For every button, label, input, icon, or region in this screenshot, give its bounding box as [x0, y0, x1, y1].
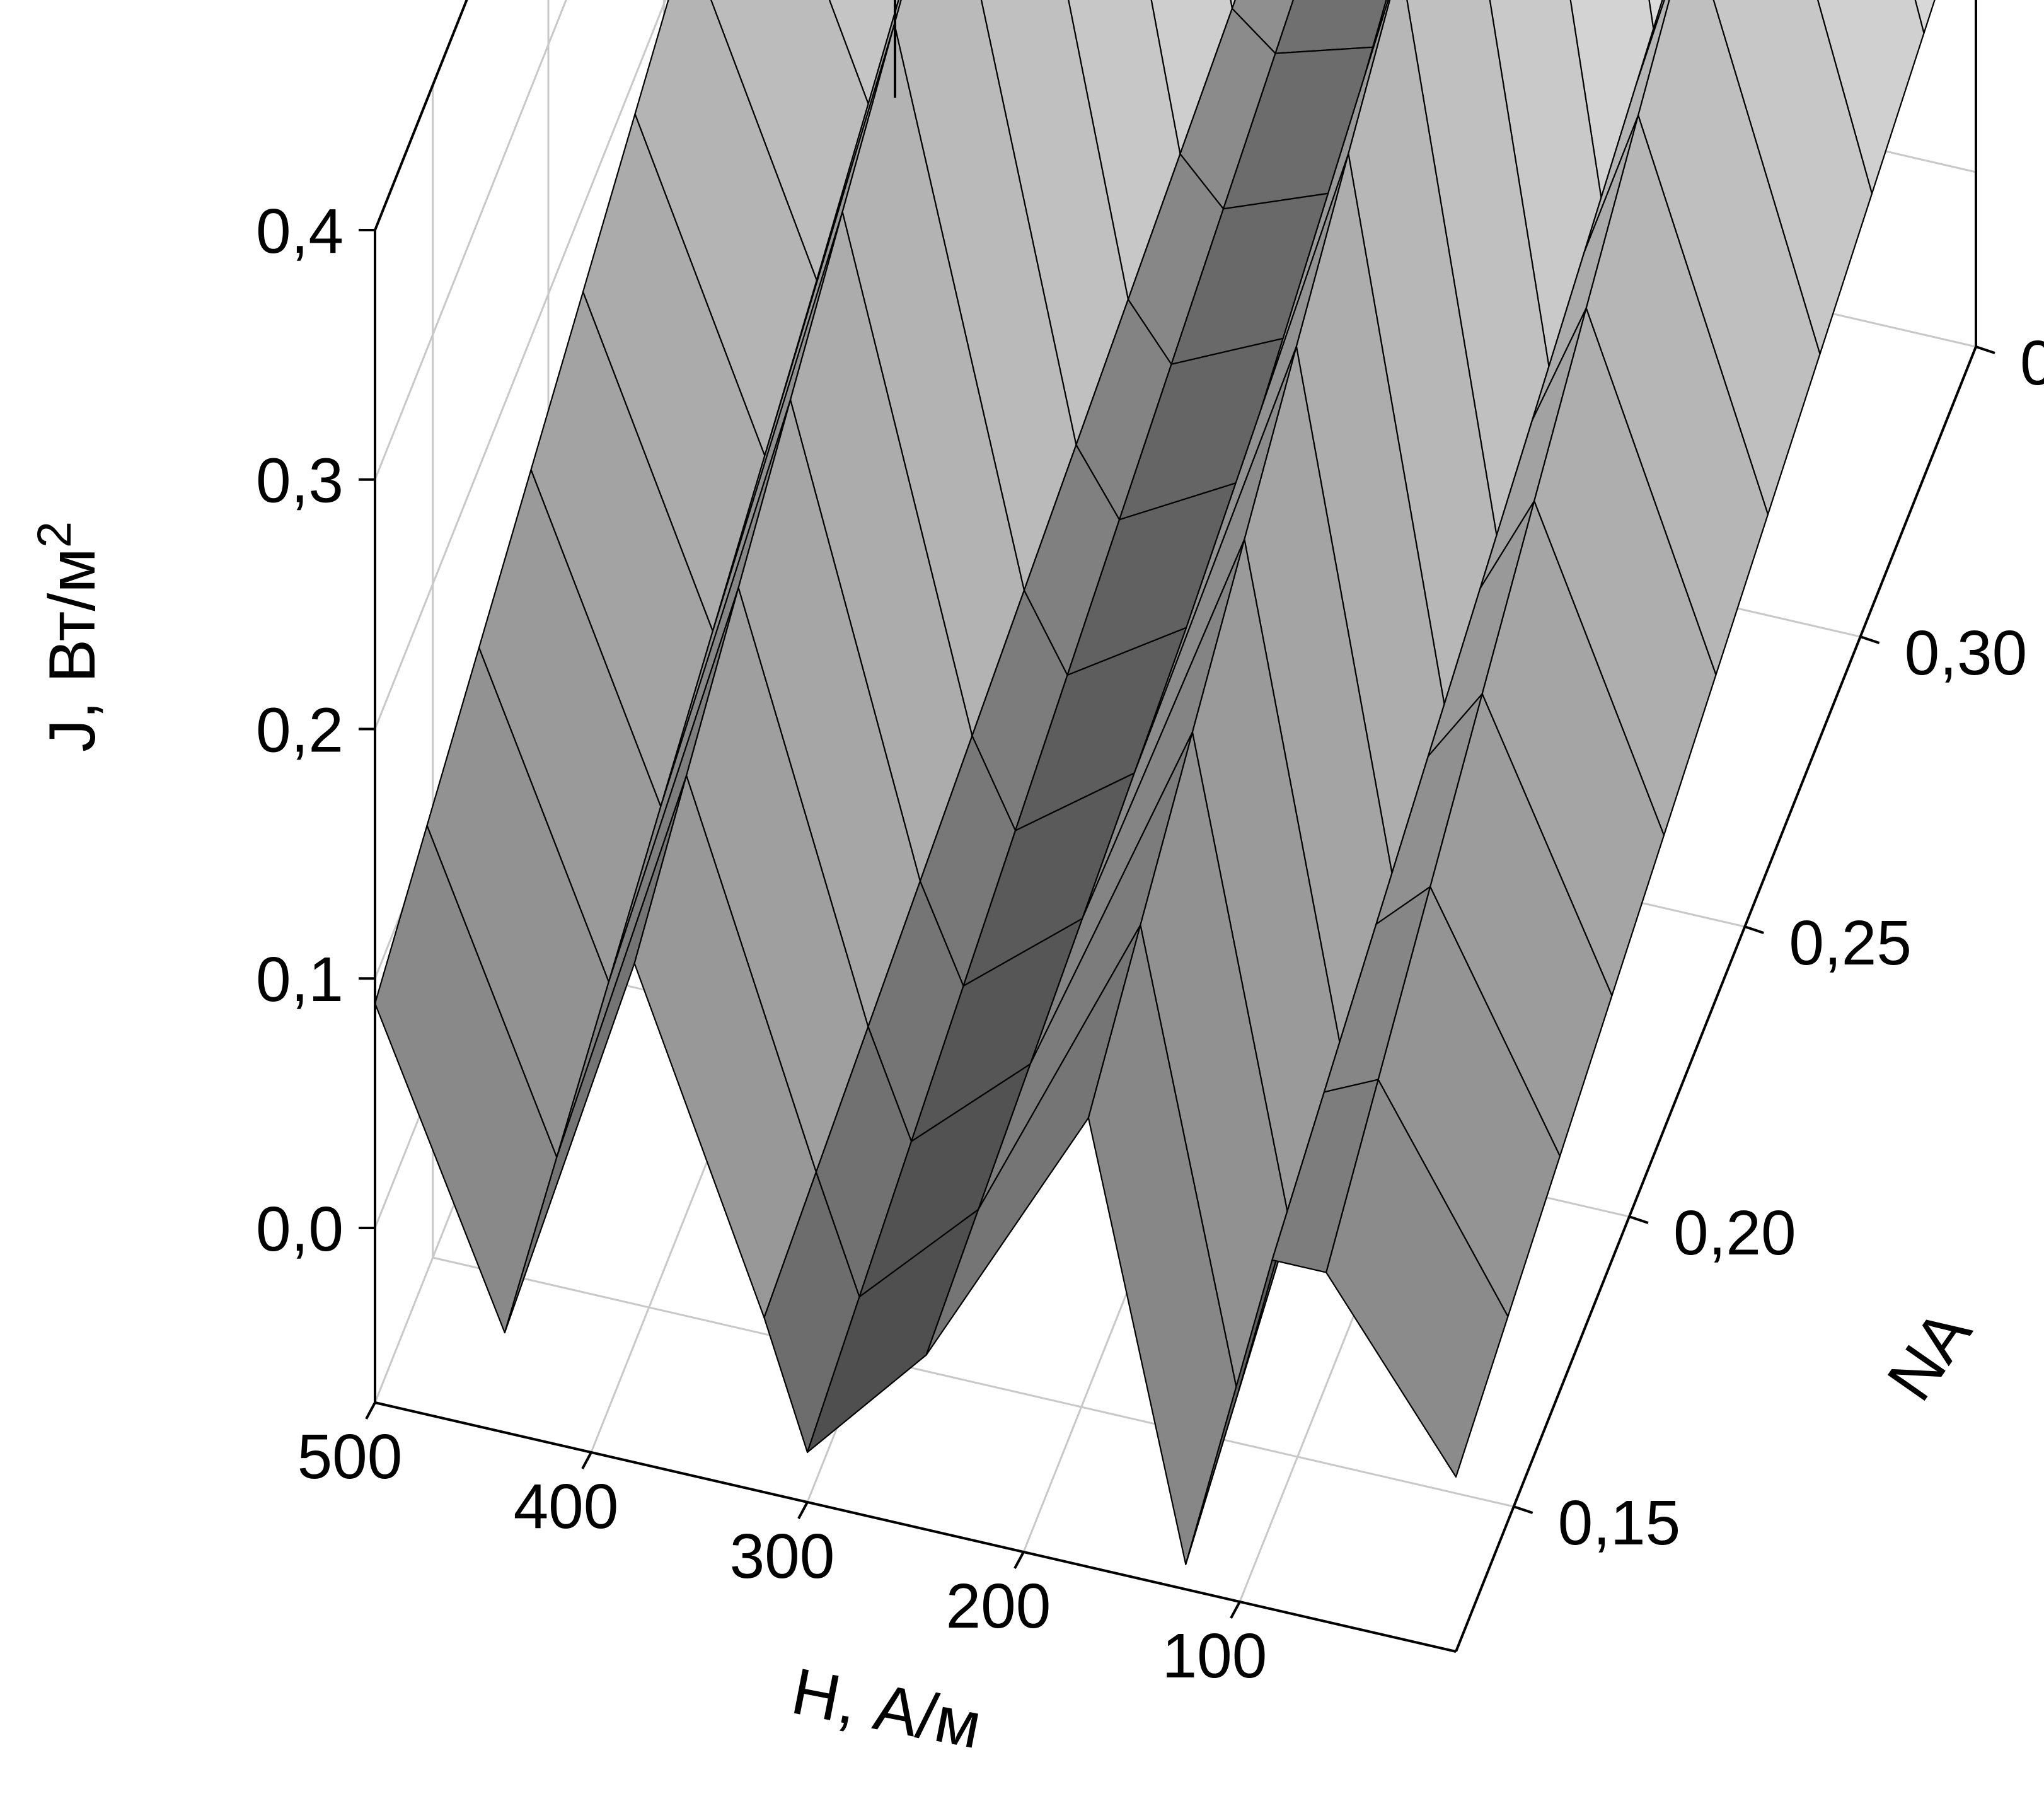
x-tick-label: 100	[1162, 1621, 1267, 1691]
y-tick-label: 0,25	[1789, 908, 1912, 978]
y-tick-label: 0,20	[1673, 1198, 1796, 1268]
surface-facet	[1914, 0, 1936, 34]
x-axis-line	[374, 1401, 1457, 1653]
z-axis-title-sup: 2	[28, 521, 81, 548]
x-tick	[365, 1402, 376, 1420]
axis-layer: 0,0 0,1 0,2 0,3 0,4 100 200 300 400 500 0,15 0,20 0,…	[256, 0, 2044, 1691]
y-tick	[1629, 1215, 1649, 1224]
surface-facet	[1816, 0, 1925, 195]
x-tick-label: 300	[730, 1521, 835, 1592]
y-tick-label: 0,15	[1558, 1488, 1681, 1558]
x-tick	[1013, 1551, 1025, 1569]
surface-facet	[828, 0, 901, 106]
y-tick	[1860, 635, 1880, 644]
y-tick	[1744, 925, 1764, 934]
x-tick-label: 400	[514, 1471, 619, 1542]
x-tick	[797, 1502, 809, 1519]
x-tick	[581, 1452, 592, 1469]
z-axis-title-main: J, Вт/м	[36, 548, 109, 752]
y-tick	[1513, 1505, 1533, 1514]
z-tick-label: 0,4	[256, 196, 344, 267]
z-tick-label: 0,1	[256, 944, 344, 1015]
z-gridline	[374, 0, 667, 730]
x-tick-label: 500	[297, 1421, 403, 1492]
y-gridline	[432, 1256, 1515, 1508]
z-axis-title: J, Вт/м2	[28, 521, 109, 752]
y-axis-title: NA	[1873, 1297, 1985, 1413]
z-tick-label: 0,2	[256, 695, 344, 765]
y-axis-line	[1455, 346, 1977, 1652]
box-edge	[374, 0, 468, 231]
surface-layer	[374, 0, 1936, 1565]
y-tick-label: 0,35	[2020, 328, 2044, 398]
z-tick-label: 0,3	[256, 446, 344, 516]
x-tick	[1230, 1601, 1241, 1619]
y-tick	[1975, 345, 1995, 354]
x-tick-label: 200	[946, 1571, 1051, 1641]
x-axis-title: H, А/м	[786, 1655, 987, 1763]
surface-facet	[1325, 1079, 1509, 1478]
z-gridline	[374, 0, 567, 480]
z-tick-label: 0,0	[256, 1194, 344, 1265]
y-tick-label: 0,30	[1905, 618, 2028, 688]
